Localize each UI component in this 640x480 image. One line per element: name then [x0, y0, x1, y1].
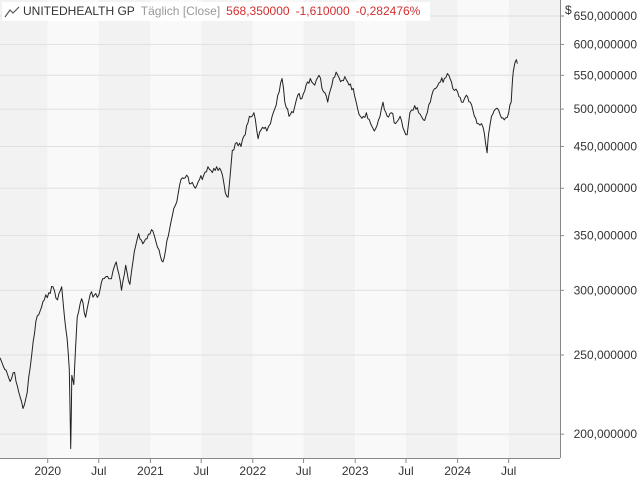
x-tick-label: 2021: [137, 464, 164, 478]
legend-change-percent: -0,282476%: [355, 4, 421, 18]
period-band: [150, 0, 202, 458]
x-tick-label: 2020: [34, 464, 61, 478]
y-tick-label: 400,000000: [574, 181, 638, 195]
period-band: [355, 0, 406, 458]
period-band: [47, 0, 99, 458]
y-tick-label: 600,000000: [574, 37, 638, 51]
period-bands: [0, 0, 560, 458]
x-tick-labels: 2020 Jul 2021 Jul 2022 Jul 2023 Jul 2024 Jul: [34, 464, 516, 478]
period-band: [98, 0, 151, 458]
y-unit-label: $: [565, 3, 572, 17]
y-tick-label: 200,000000: [574, 427, 638, 441]
y-tick-label: 300,000000: [574, 283, 638, 297]
legend-instrument-name: UNITEDHEALTH GP: [23, 4, 135, 18]
period-band: [252, 0, 304, 458]
y-tick-label: 500,000000: [574, 102, 638, 116]
x-tick-label: Jul: [296, 464, 311, 478]
period-band: [303, 0, 356, 458]
period-band: [457, 0, 509, 458]
series-line-unitedhealth: [0, 59, 518, 450]
chart-legend: UNITEDHEALTH GP Täglich [Close] 568,3500…: [2, 2, 431, 21]
legend-price: 568,350000: [226, 4, 290, 18]
x-tick-label: 2022: [239, 464, 266, 478]
x-tick-label: 2023: [342, 464, 369, 478]
x-tick-label: Jul: [193, 464, 208, 478]
y-tick-label: 450,000000: [574, 139, 638, 153]
period-band: [0, 0, 48, 458]
x-tick-label: Jul: [398, 464, 413, 478]
axes: [0, 0, 561, 463]
y-tick-label: 650,000000: [574, 9, 638, 23]
y-tick-labels: 200,000000 250,000000 300,000000 350,000000…: [574, 9, 638, 441]
legend-change-absolute: -1,610000: [295, 4, 350, 18]
period-band: [201, 0, 253, 458]
period-band: [508, 0, 560, 458]
y-tick-label: 350,000000: [574, 229, 638, 243]
x-tick-label: Jul: [91, 464, 106, 478]
period-band: [405, 0, 458, 458]
x-tick-label: 2024: [444, 464, 471, 478]
y-tick-label: 550,000000: [574, 68, 638, 82]
x-tick-label: Jul: [501, 464, 516, 478]
y-tick-label: 250,000000: [574, 348, 638, 362]
legend-mode: Täglich [Close]: [140, 4, 221, 18]
line-chart-icon: [4, 6, 20, 17]
